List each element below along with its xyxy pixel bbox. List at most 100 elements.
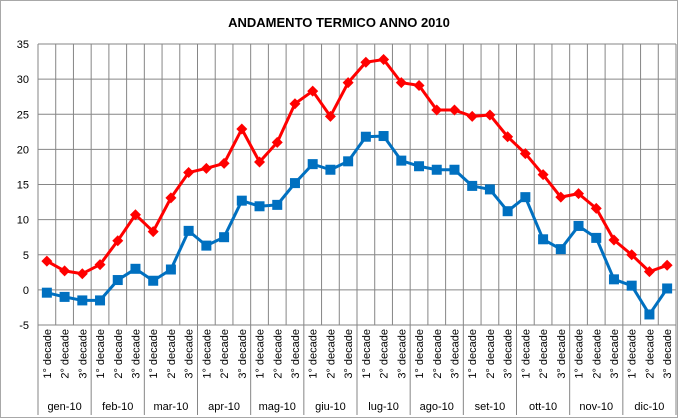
data-point-square — [662, 283, 673, 294]
data-point-square — [325, 164, 336, 175]
x-tick-label-month: mag-10 — [259, 401, 296, 413]
x-tick-label-decade: 2° decade — [166, 329, 178, 379]
data-point-diamond — [218, 157, 230, 169]
x-tick-label-decade: 3° decade — [343, 329, 355, 379]
data-point-square — [396, 155, 407, 166]
data-point-diamond — [254, 156, 266, 168]
axes: -5 0 5 10 15 20 25 30 35 1° decade 2° decade 3° dec… — [17, 39, 677, 415]
y-tick-label: 25 — [17, 109, 29, 121]
x-tick-label-decade: 3° decade — [503, 329, 515, 379]
data-point-square — [95, 295, 106, 306]
data-point-diamond — [466, 110, 478, 122]
data-point-square — [165, 264, 176, 275]
data-point-diamond — [519, 148, 531, 160]
x-tick-label-decade: 1° decade — [467, 329, 479, 379]
data-point-diamond — [484, 109, 496, 121]
data-point-diamond — [502, 131, 514, 143]
x-tick-label-decade: 1° decade — [520, 329, 532, 379]
data-point-diamond — [76, 268, 88, 280]
x-tick-label-decade: 3° decade — [184, 329, 196, 379]
data-point-diamond — [360, 56, 372, 68]
x-tick-label-month: feb-10 — [102, 401, 133, 413]
x-tick-label-decade: 1° decade — [361, 329, 373, 379]
y-tick-label: 30 — [17, 74, 29, 86]
x-tick-label-month: ago-10 — [420, 401, 454, 413]
y-tick-label: 35 — [17, 39, 29, 51]
data-point-square — [573, 220, 584, 231]
data-point-diamond — [626, 249, 638, 261]
x-tick-label-decade: 2° decade — [325, 329, 337, 379]
data-point-square — [201, 240, 212, 251]
x-tick-label-decade: 3° decade — [77, 329, 89, 379]
data-point-diamond — [112, 235, 124, 247]
y-tick-label: 5 — [23, 250, 29, 262]
data-point-diamond — [643, 266, 655, 278]
grid — [37, 43, 677, 326]
data-point-diamond — [608, 234, 620, 246]
data-point-square — [555, 244, 566, 255]
data-point-diamond — [59, 265, 71, 277]
data-point-square — [608, 274, 619, 285]
data-point-square — [414, 161, 425, 172]
data-point-diamond — [183, 167, 195, 179]
x-tick-label-decade: 2° decade — [644, 329, 656, 379]
x-tick-label-decade: 1° decade — [255, 329, 267, 379]
x-tick-label-decade: 3° decade — [662, 329, 674, 379]
x-tick-label-month: set-10 — [475, 401, 506, 413]
data-point-diamond — [413, 79, 425, 91]
data-point-square — [41, 287, 52, 298]
x-tick-label-month: mar-10 — [153, 401, 188, 413]
data-point-diamond — [342, 77, 354, 89]
chart-title: ANDAMENTO TERMICO ANNO 2010 — [228, 15, 450, 30]
x-tick-label-decade: 3° decade — [449, 329, 461, 379]
data-point-square — [254, 201, 265, 212]
series-2 — [41, 131, 673, 320]
data-point-square — [360, 131, 371, 142]
data-point-square — [183, 225, 194, 236]
x-tick-label-decade: 1° decade — [574, 329, 586, 379]
data-point-diamond — [395, 77, 407, 89]
data-point-square — [467, 180, 478, 191]
x-tick-label-decade: 1° decade — [42, 329, 54, 379]
x-tick-label-decade: 1° decade — [414, 329, 426, 379]
x-tick-label-decade: 3° decade — [609, 329, 621, 379]
data-point-square — [626, 280, 637, 291]
data-point-square — [644, 309, 655, 320]
x-tick-label-decade: 1° decade — [627, 329, 639, 379]
x-tick-label-decade: 2° decade — [219, 329, 231, 379]
data-point-diamond — [537, 169, 549, 181]
x-tick-label-month: ott-10 — [529, 401, 557, 413]
data-point-diamond — [200, 162, 212, 174]
x-tick-label-month: dic-10 — [634, 401, 664, 413]
x-tick-label-month: lug-10 — [368, 401, 399, 413]
x-tick-label-decade: 3° decade — [130, 329, 142, 379]
data-point-square — [307, 159, 318, 170]
data-point-diamond — [147, 226, 159, 238]
data-point-square — [148, 275, 159, 286]
data-point-square — [343, 156, 354, 167]
data-point-square — [449, 164, 460, 175]
data-point-diamond — [289, 98, 301, 110]
x-tick-label-decade: 3° decade — [237, 329, 249, 379]
y-tick-label: 15 — [17, 180, 29, 192]
data-point-diamond — [590, 202, 602, 214]
data-point-square — [236, 195, 247, 206]
data-point-diamond — [324, 110, 336, 122]
data-point-diamond — [573, 188, 585, 200]
data-point-square — [77, 295, 88, 306]
x-tick-label-month: apr-10 — [208, 401, 240, 413]
data-point-square — [272, 199, 283, 210]
x-tick-label-month: gen-10 — [47, 401, 81, 413]
x-tick-label-decade: 2° decade — [113, 329, 125, 379]
x-tick-label-month: giu-10 — [315, 401, 346, 413]
x-tick-label-decade: 2° decade — [272, 329, 284, 379]
x-tick-label-decade: 2° decade — [591, 329, 603, 379]
y-tick-label: -5 — [19, 320, 29, 332]
x-tick-label-decade: 2° decade — [538, 329, 550, 379]
data-point-square — [502, 206, 513, 217]
x-tick-label-decade: 1° decade — [95, 329, 107, 379]
x-tick-label-decade: 3° decade — [290, 329, 302, 379]
data-point-square — [378, 131, 389, 142]
x-tick-label-decade: 1° decade — [308, 329, 320, 379]
